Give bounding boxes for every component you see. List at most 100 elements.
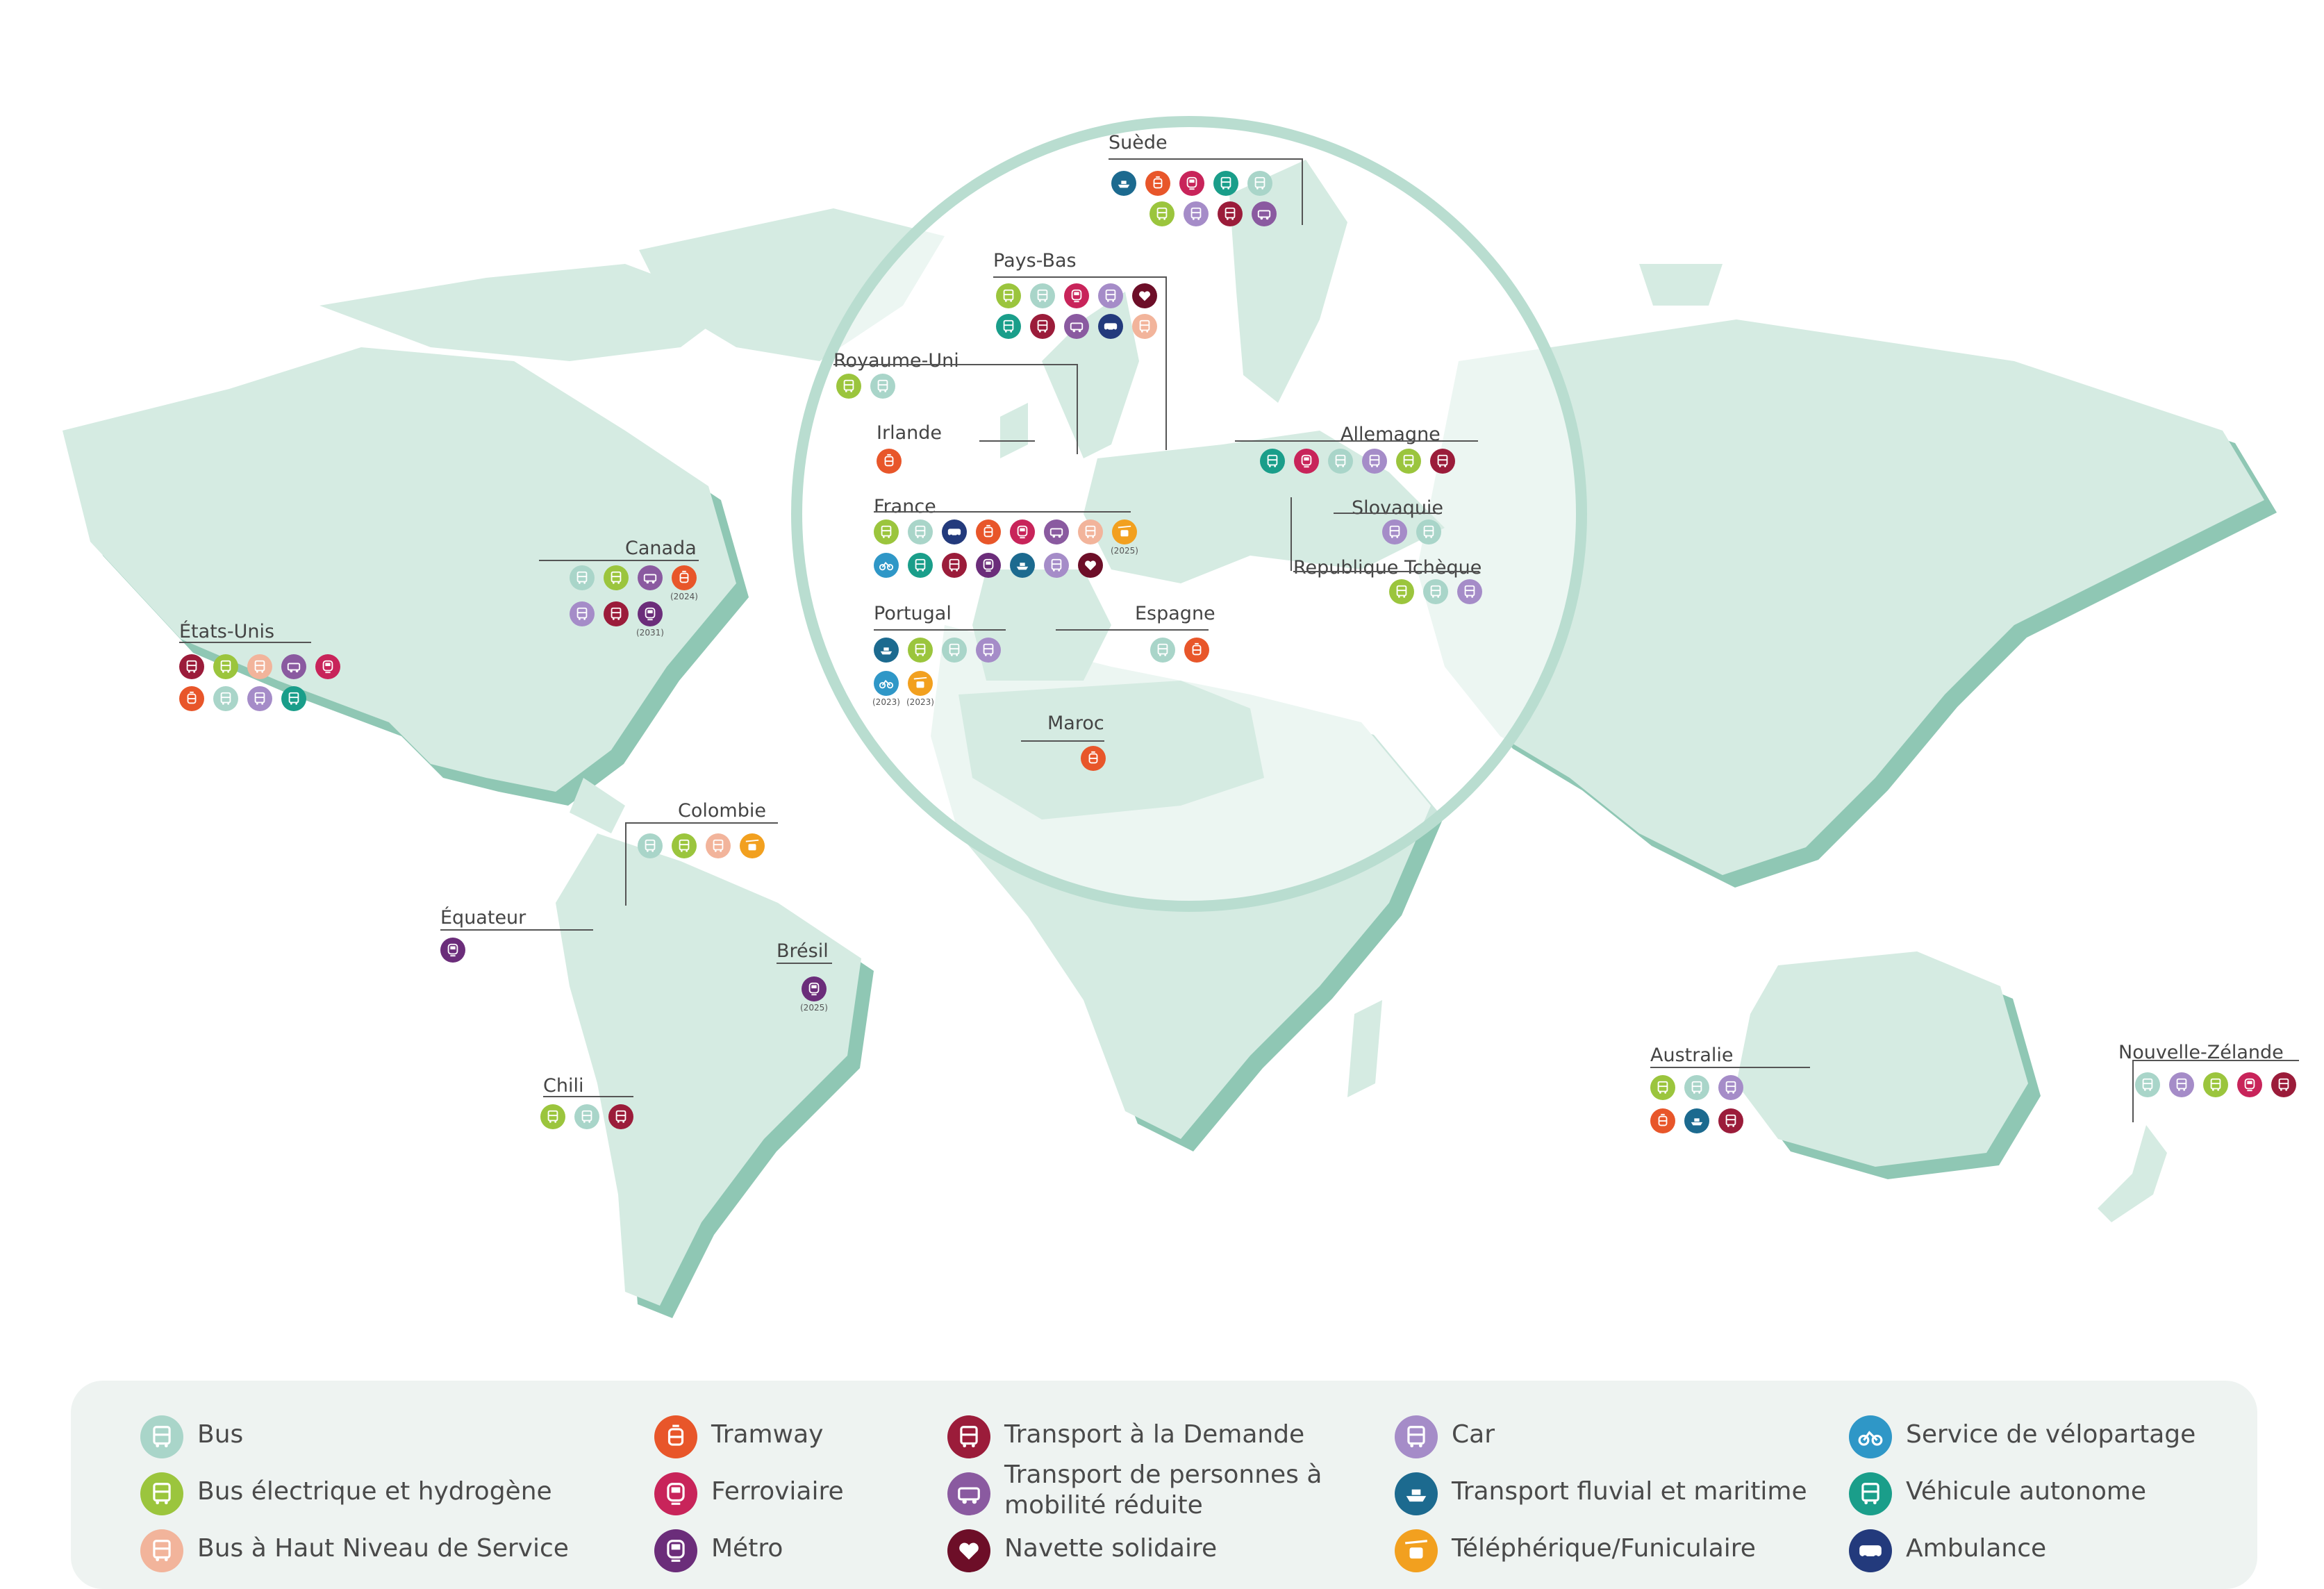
cable-car-icon: [740, 833, 765, 858]
heart-hands-icon: [947, 1529, 990, 1572]
bike-icon: [874, 553, 899, 578]
electric-bus-icon: [672, 833, 697, 858]
boat-icon: [874, 638, 899, 663]
autonomous-vehicle-icon: [1849, 1472, 1892, 1515]
leader-line: [2132, 1060, 2134, 1122]
leader-line: [1109, 158, 1303, 160]
electric-bus-icon: [2203, 1072, 2228, 1097]
cable-car-icon: [908, 671, 933, 696]
bus-icon: [870, 374, 895, 399]
leader-line: [1165, 276, 1167, 450]
tram-icon: [1081, 746, 1106, 771]
coach-icon: [1362, 449, 1387, 474]
tram-icon: [877, 449, 902, 474]
metro-icon: [976, 553, 1001, 578]
leader-line: [979, 440, 1035, 442]
autonomous-vehicle-icon: [1260, 449, 1285, 474]
legend-label: Bus: [197, 1420, 244, 1449]
bhns-bus-icon: [706, 833, 731, 858]
leader-line: [625, 822, 626, 906]
leader-line: [1334, 513, 1438, 514]
country-name: Brésil: [777, 940, 829, 962]
coach-icon: [247, 686, 272, 711]
legend-label: Ambulance: [1906, 1534, 2047, 1563]
country-name: Colombie: [678, 800, 766, 822]
leader-line: [1077, 364, 1078, 454]
on-demand-bus-icon: [1218, 201, 1243, 226]
leader-line: [179, 642, 311, 643]
train-icon: [2237, 1072, 2262, 1097]
bus-icon: [1328, 449, 1353, 474]
year-note: (2025): [800, 1003, 828, 1013]
bus-icon: [1684, 1075, 1709, 1100]
country-name: Chili: [543, 1075, 584, 1097]
bhns-bus-icon: [247, 654, 272, 679]
reduced-mobility-van-icon: [638, 565, 663, 590]
legend-label: Téléphérique/Funiculaire: [1452, 1534, 1756, 1563]
year-note: (2023): [906, 697, 934, 707]
country-name: Portugal: [874, 603, 952, 624]
electric-bus-icon: [874, 519, 899, 544]
coach-icon: [1382, 519, 1407, 544]
bus-icon: [213, 686, 238, 711]
reduced-mobility-van-icon: [281, 654, 306, 679]
on-demand-bus-icon: [1030, 314, 1055, 339]
heart-hands-icon: [1132, 283, 1157, 308]
electric-bus-icon: [213, 654, 238, 679]
country-name: Espagne: [1135, 603, 1215, 624]
legend-label: Bus électrique et hydrogène: [197, 1477, 552, 1506]
coach-icon: [976, 638, 1001, 663]
tram-icon: [654, 1415, 697, 1458]
on-demand-bus-icon: [1718, 1108, 1743, 1133]
autonomous-vehicle-icon: [908, 553, 933, 578]
leader-line: [874, 629, 1006, 631]
ambulance-icon: [942, 519, 967, 544]
ambulance-icon: [1849, 1529, 1892, 1572]
country-name: France: [874, 496, 936, 517]
reduced-mobility-van-icon: [947, 1472, 990, 1515]
year-note: (2024): [670, 592, 698, 601]
leader-line: [625, 822, 778, 824]
bike-icon: [874, 671, 899, 696]
leader-line: [543, 1096, 633, 1097]
year-note: (2023): [872, 697, 900, 707]
leader-line: [1235, 440, 1478, 442]
ambulance-icon: [1098, 314, 1123, 339]
tram-icon: [1650, 1108, 1675, 1133]
bus-icon: [908, 519, 933, 544]
bhns-bus-icon: [140, 1529, 183, 1572]
country-name: Suède: [1109, 132, 1168, 153]
leader-line: [1302, 158, 1303, 225]
leader-line: [2132, 1060, 2299, 1061]
on-demand-bus-icon: [942, 553, 967, 578]
autonomous-vehicle-icon: [1213, 171, 1238, 196]
tram-icon: [1145, 171, 1170, 196]
electric-bus-icon: [1650, 1075, 1675, 1100]
bus-icon: [942, 638, 967, 663]
on-demand-bus-icon: [608, 1104, 633, 1129]
world-map: [63, 116, 2277, 1318]
metro-icon: [802, 976, 827, 1001]
electric-bus-icon: [908, 638, 933, 663]
tram-icon: [672, 565, 697, 590]
country-name: États-Unis: [179, 621, 275, 642]
autonomous-vehicle-icon: [281, 686, 306, 711]
country-name: Pays-Bas: [993, 250, 1077, 272]
bus-icon: [140, 1415, 183, 1458]
legend-label: Ferroviaire: [711, 1477, 844, 1506]
leader-line: [1290, 497, 1292, 571]
train-icon: [1010, 519, 1035, 544]
electric-bus-icon: [1396, 449, 1421, 474]
metro-icon: [440, 938, 465, 963]
leader-line: [993, 276, 1167, 278]
bike-icon: [1849, 1415, 1892, 1458]
train-icon: [1064, 283, 1089, 308]
on-demand-bus-icon: [1430, 449, 1455, 474]
reduced-mobility-van-icon: [1044, 519, 1069, 544]
electric-bus-icon: [540, 1104, 565, 1129]
bus-icon: [1030, 283, 1055, 308]
legend-label: Navette solidaire: [1004, 1534, 1218, 1563]
on-demand-bus-icon: [179, 654, 204, 679]
year-note: (2025): [1111, 546, 1138, 556]
boat-icon: [1010, 553, 1035, 578]
